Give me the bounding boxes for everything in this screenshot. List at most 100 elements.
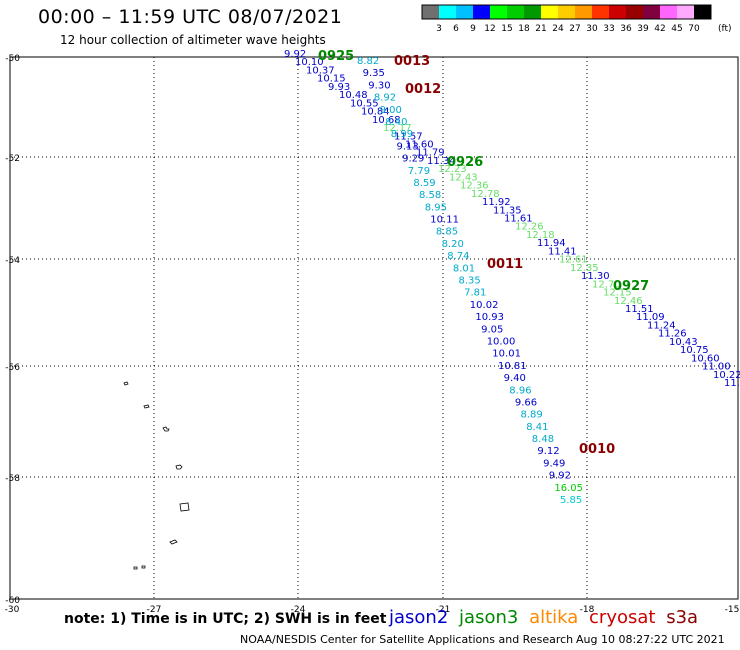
colorbar-swatch <box>558 5 575 19</box>
colorbar-swatch <box>626 5 643 19</box>
swh-value: 8.82 <box>357 56 379 67</box>
swh-value: 9.05 <box>481 324 503 335</box>
swh-value: 8.85 <box>436 227 458 238</box>
swh-value: 10.11 <box>430 215 459 226</box>
swh-value: 12.17 <box>383 123 412 134</box>
swh-value: 9.00 <box>380 105 402 116</box>
latitude-label: -52 <box>5 154 20 164</box>
swh-value: 8.89 <box>521 410 543 421</box>
colorbar-swatch <box>694 5 711 19</box>
swh-value: 11.60 <box>405 140 434 151</box>
pass-time-label: 0012 <box>405 82 441 97</box>
swh-value: 8.95 <box>425 202 447 213</box>
swh-value: 12.23 <box>438 164 467 175</box>
swh-value: 12.70 <box>592 279 621 290</box>
latitude-label: -60 <box>5 596 20 606</box>
swh-value: 9.49 <box>543 458 565 469</box>
colorbar-label: 70 <box>688 24 700 34</box>
longitude-label: -24 <box>291 605 306 615</box>
page-title: 00:00 – 11:59 UTC 08/07/2021 <box>38 6 343 28</box>
swh-value: 12.36 <box>460 181 489 192</box>
longitude-label: -15 <box>725 605 740 615</box>
swh-value: 9.92 <box>284 49 306 60</box>
update-timestamp: Aug 10 08:27:22 UTC 2021 <box>576 633 725 646</box>
swh-value: 8.20 <box>442 239 464 250</box>
island <box>175 464 183 470</box>
satellite-legend: jason2 jason3 altika cryosat s3a <box>389 607 703 628</box>
swh-value: 11.79 <box>416 148 445 159</box>
swh-value: 10.48 <box>339 90 368 101</box>
swh-value: 10.55 <box>350 98 379 109</box>
swh-value: 8.48 <box>532 434 554 445</box>
map-frame <box>9 56 739 600</box>
credit-line: NOAA/NESDIS Center for Satellite Applica… <box>240 633 574 646</box>
swh-value: 12.35 <box>570 263 599 274</box>
swh-value: 7.79 <box>408 166 430 177</box>
swh-value: 8.59 <box>413 178 435 189</box>
wave-height-colorbar: 3 6 9 12 15 18 21 24 27 30 33 36 39 42 45 70 (ft) <box>421 4 732 34</box>
satellite-s3a: s3a <box>666 607 699 628</box>
colorbar-label: 24 <box>552 24 564 34</box>
pass-time-label: 0925 <box>318 49 354 64</box>
pass-time-label: 0011 <box>487 257 523 272</box>
latitude-label: -56 <box>5 363 20 373</box>
latitude-label: -50 <box>5 54 20 64</box>
swh-value: 16.05 <box>554 483 583 494</box>
swh-value: 10.15 <box>317 74 346 85</box>
latitude-label: -54 <box>5 256 20 266</box>
swh-value: 5.85 <box>560 495 582 506</box>
swh-value: 9.30 <box>368 80 390 91</box>
swh-value: 12.18 <box>526 230 555 241</box>
swh-value: 8.41 <box>526 422 548 433</box>
swh-value: 8.99 <box>391 129 413 140</box>
swh-value: 12.61 <box>559 255 588 266</box>
colorbar-swatch <box>575 5 592 19</box>
pass-time-labels: 0925 0013 0012 0926 0011 0927 0010 <box>318 49 649 457</box>
longitude-label: -30 <box>5 605 20 615</box>
swh-value: 9.92 <box>549 471 571 482</box>
island <box>162 426 170 432</box>
colorbar-swatch <box>643 5 660 19</box>
pass-time-label: 0926 <box>447 155 483 170</box>
swh-value: 11.61 <box>504 214 533 225</box>
colorbar-swatch <box>541 5 558 19</box>
swh-value: 11.41 <box>548 246 577 257</box>
island <box>123 381 129 386</box>
colorbar-swatch <box>677 5 694 19</box>
swh-value: 11.34 <box>427 156 456 167</box>
swh-value: 10.60 <box>691 353 720 364</box>
colorbar-swatch <box>422 5 439 19</box>
colorbar-label: 18 <box>518 24 530 34</box>
swh-value: 9.12 <box>537 446 559 457</box>
colorbar-swatch <box>609 5 626 19</box>
colorbar-label: 3 <box>436 24 442 34</box>
longitude-label: -18 <box>580 605 595 615</box>
swh-value: 8.58 <box>419 190 441 201</box>
swh-value: 11.92 <box>482 197 511 208</box>
page-subtitle: 12 hour collection of altimeter wave hei… <box>60 33 326 47</box>
pass-time-label: 0013 <box>394 54 430 69</box>
swh-value: 8.40 <box>385 117 407 128</box>
colorbar-swatch <box>439 5 456 19</box>
footer-note: note: 1) Time is in UTC; 2) SWH is in fe… <box>64 611 387 627</box>
swh-value: 12.15 <box>603 288 632 299</box>
colorbar-swatch <box>473 5 490 19</box>
swh-value: 11.57 <box>394 131 423 142</box>
colorbar-swatch <box>490 5 507 19</box>
swh-value: 11. <box>724 378 740 389</box>
satellite-jason2: jason2 <box>389 607 449 628</box>
swh-value: 11.26 <box>658 329 687 340</box>
colorbar-swatch <box>507 5 524 19</box>
colorbar-label: 42 <box>654 24 665 34</box>
colorbar-label: 6 <box>453 24 459 34</box>
swh-value: 8.01 <box>453 263 475 274</box>
satellite-jason3: jason3 <box>459 607 519 628</box>
pass-time-label: 0010 <box>579 442 615 457</box>
colorbar-label: 9 <box>470 24 476 34</box>
colorbar-label: 15 <box>501 24 512 34</box>
colorbar-frame <box>421 4 712 20</box>
swh-value: 8.35 <box>459 276 481 287</box>
colorbar-unit: (ft) <box>718 24 732 34</box>
